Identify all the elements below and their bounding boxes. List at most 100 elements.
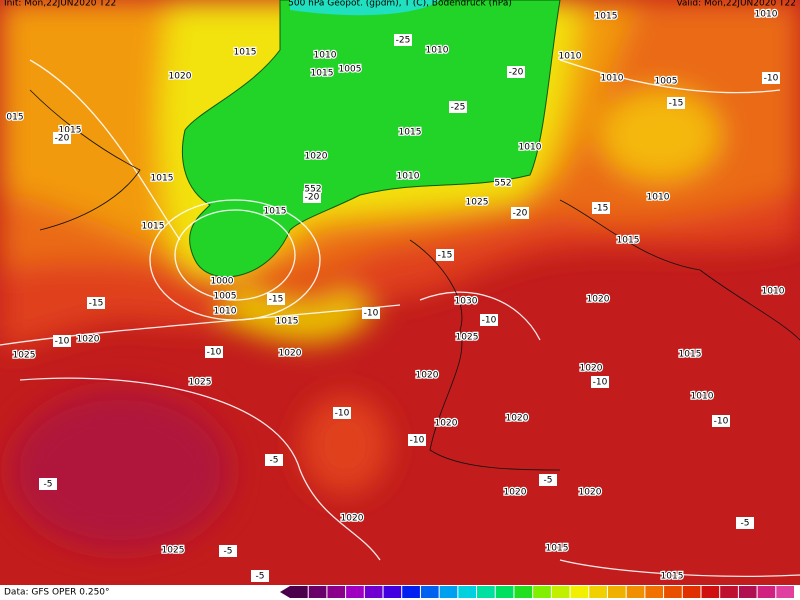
isobar-label: 1010 bbox=[314, 51, 337, 61]
temperature-label: -20 bbox=[55, 134, 70, 144]
temperature-label-box bbox=[408, 434, 426, 446]
isobar-label: 1005 bbox=[339, 65, 362, 75]
isobar-label: 1025 bbox=[162, 546, 185, 556]
temperature-label: -10 bbox=[593, 378, 608, 388]
isobar-label: 1010 bbox=[601, 74, 624, 84]
colorbar-swatch bbox=[420, 586, 439, 598]
isobar-label: 1015 bbox=[264, 207, 287, 217]
isobar-label: 1015 bbox=[595, 12, 618, 22]
colorbar-swatch bbox=[290, 586, 308, 598]
isobar-label: 1015 bbox=[276, 317, 299, 327]
data-source: Data: GFS OPER 0.250° bbox=[4, 588, 110, 598]
temperature-label-box bbox=[736, 517, 754, 529]
temperature-label: -15 bbox=[89, 299, 104, 309]
colorbar-swatch bbox=[364, 586, 383, 598]
geopotential-label: 552 bbox=[304, 185, 321, 195]
temperature-label-box bbox=[39, 478, 57, 490]
isobar-label: 1010 bbox=[755, 10, 778, 20]
temperature-label: -5 bbox=[44, 480, 53, 490]
colorbar-swatch bbox=[626, 586, 645, 598]
isobar-label: 1015 bbox=[399, 128, 422, 138]
temperature-label-box bbox=[480, 314, 498, 326]
temperature-label: -25 bbox=[396, 36, 411, 46]
temperature-label-box bbox=[219, 545, 237, 557]
temperature-label: -5 bbox=[544, 476, 553, 486]
isobar-label: 1010 bbox=[691, 392, 714, 402]
isobar-label: 1015 bbox=[151, 174, 174, 184]
isobar-label: 1020 bbox=[587, 295, 610, 305]
isobar-label: 1030 bbox=[455, 297, 478, 307]
temperature-label-box bbox=[265, 454, 283, 466]
isobars bbox=[0, 59, 800, 577]
temperature-label-box bbox=[762, 72, 780, 84]
temperature-label-box bbox=[591, 376, 609, 388]
valid-text: Valid: Mon,22JUN2020 T22 bbox=[676, 0, 796, 9]
cold-core-center bbox=[290, 0, 440, 16]
temperature-label-box bbox=[205, 346, 223, 358]
temperature-label-box bbox=[436, 249, 454, 261]
isobar-label: 1010 bbox=[519, 143, 542, 153]
colorbar-swatch bbox=[720, 586, 738, 598]
temperature-label: -25 bbox=[451, 103, 466, 113]
coastlines bbox=[29, 89, 800, 471]
isobar-label: 1010 bbox=[214, 307, 237, 317]
colorbar-swatch bbox=[495, 586, 514, 598]
isobar-label: 1015 bbox=[679, 350, 702, 360]
isobar-label: 1010 bbox=[426, 46, 449, 56]
isobar-label: 1025 bbox=[456, 333, 479, 343]
temperature-label: -15 bbox=[669, 99, 684, 109]
isobar-label: 1020 bbox=[435, 419, 458, 429]
isobar-label: 1000 bbox=[211, 277, 234, 287]
isobar-label: 1020 bbox=[579, 488, 602, 498]
temperature-label: -10 bbox=[410, 436, 425, 446]
colorbar-swatch bbox=[346, 586, 364, 598]
isobar-label: 1025 bbox=[189, 378, 212, 388]
temperature-label-box bbox=[362, 307, 380, 319]
colorbar-swatch bbox=[664, 586, 682, 598]
temperature-label-box bbox=[87, 297, 105, 309]
temperature-label-box bbox=[53, 132, 71, 144]
isobar-label: 1020 bbox=[305, 152, 328, 162]
isobar-label: 1015 bbox=[546, 544, 569, 554]
isobar-label: 1010 bbox=[647, 193, 670, 203]
colorbar-swatch bbox=[514, 586, 533, 598]
isobar-label: 1020 bbox=[506, 414, 529, 424]
colorbar-swatch bbox=[477, 586, 495, 598]
temperature-label-box bbox=[539, 474, 557, 486]
temperature-label: -10 bbox=[364, 309, 379, 319]
temperature-label-box bbox=[303, 191, 321, 203]
isobar-label: 1015 bbox=[617, 236, 640, 246]
temperature-label: -20 bbox=[513, 209, 528, 219]
isobar-label: 1020 bbox=[279, 349, 302, 359]
isobar-label: 1020 bbox=[580, 364, 603, 374]
isobar-label: 1005 bbox=[214, 292, 237, 302]
colorbar-swatch bbox=[757, 586, 776, 598]
colorbar-swatch bbox=[551, 586, 570, 598]
temperature-label-box bbox=[592, 202, 610, 214]
colorbar-swatch bbox=[439, 586, 458, 598]
temperature-label-box bbox=[267, 293, 285, 305]
isobar-label: 1010 bbox=[559, 52, 582, 62]
geopotential-label: 552 bbox=[494, 179, 511, 189]
temperature-label: -20 bbox=[509, 68, 524, 78]
isobar-label: 1015 bbox=[142, 222, 165, 232]
isobar-label: 1025 bbox=[466, 198, 489, 208]
color-scale bbox=[280, 586, 794, 598]
init-text: Init: Mon,22JUN2020 T22 bbox=[4, 0, 116, 9]
isobar-label: 1020 bbox=[341, 514, 364, 524]
isobar-label: 1020 bbox=[416, 371, 439, 381]
isobar-label: 1020 bbox=[77, 335, 100, 345]
temperature-label-box bbox=[333, 407, 351, 419]
temperature-label: -10 bbox=[55, 337, 70, 347]
isobar-label: 015 bbox=[6, 113, 23, 123]
isobar-label: 1015 bbox=[311, 69, 334, 79]
isobar-label: 1005 bbox=[655, 77, 678, 87]
colorbar-swatch bbox=[776, 586, 794, 598]
temperature-label: -10 bbox=[764, 74, 779, 84]
temperature-label-box bbox=[251, 570, 269, 582]
temperature-label: -10 bbox=[207, 348, 222, 358]
colorbar-swatch bbox=[607, 586, 626, 598]
temperature-label-box bbox=[712, 415, 730, 427]
isobar-label: 1010 bbox=[397, 172, 420, 182]
